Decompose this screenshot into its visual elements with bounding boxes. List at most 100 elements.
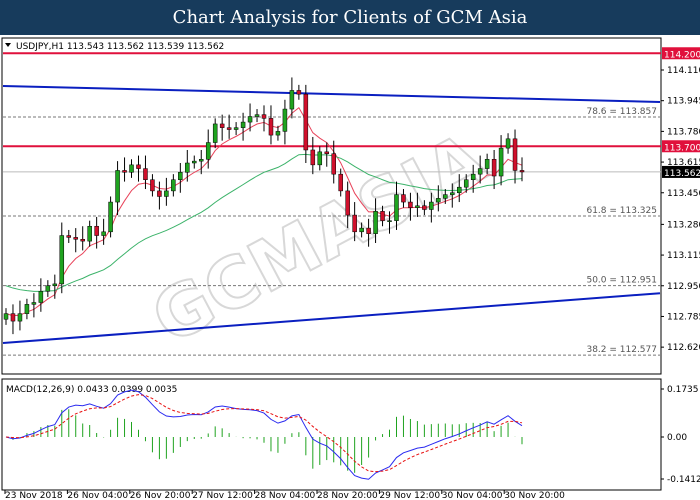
x-tick-label: 29 Nov 12:00 xyxy=(379,491,440,500)
x-tick-label: 28 Nov 04:00 xyxy=(255,491,316,500)
candle xyxy=(303,93,309,151)
macd-y-tick-label: -0.1412 xyxy=(667,475,700,485)
macd-plot-frame xyxy=(1,378,662,491)
candle xyxy=(3,313,9,320)
fib-level-label: 78.6 = 113.857 xyxy=(586,107,657,117)
candle xyxy=(73,237,78,240)
candle xyxy=(31,302,37,305)
candle xyxy=(129,164,134,173)
candle xyxy=(115,170,120,203)
candle xyxy=(436,198,441,203)
candle xyxy=(150,179,155,192)
candle xyxy=(66,235,72,238)
candle xyxy=(450,192,455,195)
candle xyxy=(317,151,323,166)
macd-y-tick-label: 0.1735 xyxy=(667,385,699,395)
level-price-label: 113.700 xyxy=(664,143,700,153)
y-tick-label: 113.615 xyxy=(667,158,700,168)
y-tick-label: 113.780 xyxy=(667,127,700,137)
channel-upper-line xyxy=(2,84,661,103)
candle xyxy=(394,194,399,221)
level-price-box xyxy=(662,47,700,60)
candle xyxy=(198,159,204,162)
candle xyxy=(331,153,336,175)
macd-line xyxy=(5,389,523,480)
x-tick-label: 30 Nov 04:00 xyxy=(442,491,503,500)
candle xyxy=(171,179,176,192)
x-tick-label: 30 Nov 20:00 xyxy=(504,491,565,500)
y-tick-label: 114.110 xyxy=(667,66,700,76)
collapse-triangle-icon[interactable] xyxy=(5,43,11,47)
y-tick-label: 113.115 xyxy=(667,251,700,261)
candle xyxy=(505,138,511,149)
macd-signal-line xyxy=(5,394,523,473)
level-price-label: 113.562 xyxy=(664,169,700,179)
main-plot-frame xyxy=(1,37,662,375)
candle xyxy=(470,173,476,180)
candle xyxy=(219,123,225,128)
candle xyxy=(415,205,420,208)
candle xyxy=(380,211,385,221)
candle xyxy=(185,162,190,173)
candle xyxy=(408,201,413,208)
candle xyxy=(491,159,497,177)
candle xyxy=(296,90,302,95)
level-price-box xyxy=(662,165,700,178)
candle xyxy=(143,168,148,180)
y-tick-label: 112.620 xyxy=(667,343,700,353)
candle xyxy=(373,211,378,234)
candle xyxy=(38,291,44,303)
candle xyxy=(59,235,65,285)
candle xyxy=(498,147,504,177)
candle xyxy=(456,186,462,194)
candle xyxy=(212,123,218,143)
candle xyxy=(268,118,274,136)
candle xyxy=(401,194,406,203)
y-tick-label: 113.945 xyxy=(667,97,700,107)
candle xyxy=(52,283,58,287)
candle xyxy=(519,170,525,173)
y-tick-label: 113.450 xyxy=(667,189,700,199)
candle xyxy=(352,214,357,233)
x-tick-label: 26 Nov 20:00 xyxy=(130,491,191,500)
candle xyxy=(192,160,197,164)
candle xyxy=(80,239,85,242)
candle xyxy=(10,313,16,322)
candle xyxy=(17,313,23,322)
candle xyxy=(463,179,469,188)
candle xyxy=(275,131,281,136)
fib-level-label: 61.8 = 113.325 xyxy=(586,206,657,216)
fib-level-label: 38.2 = 112.577 xyxy=(586,345,657,355)
candle xyxy=(101,231,106,236)
level-price-box xyxy=(662,140,700,153)
moving-average-slow xyxy=(5,153,523,292)
candle xyxy=(282,108,288,132)
candle xyxy=(233,127,239,130)
candle xyxy=(261,114,267,119)
candle xyxy=(477,168,483,175)
candle xyxy=(247,116,253,123)
x-tick-label: 23 Nov 2018 xyxy=(5,491,63,500)
y-tick-label: 113.280 xyxy=(667,220,700,230)
y-tick-label: 112.950 xyxy=(667,282,700,292)
candle xyxy=(157,190,162,197)
candle xyxy=(422,205,427,210)
level-price-label: 114.200 xyxy=(664,50,700,60)
page-title: Chart Analysis for Clients of GCM Asia xyxy=(0,0,700,35)
candle xyxy=(24,304,30,314)
candle xyxy=(387,220,392,222)
candle xyxy=(310,149,316,166)
candle xyxy=(205,142,211,160)
candle xyxy=(45,285,51,292)
candle xyxy=(359,227,364,233)
symbol-info: USDJPY,H1 113.543 113.562 113.539 113.56… xyxy=(16,42,224,52)
candle xyxy=(338,173,343,192)
candle xyxy=(136,164,141,169)
x-tick-label: 26 Nov 04:00 xyxy=(67,491,128,500)
x-tick-label: 27 Nov 12:00 xyxy=(192,491,253,500)
candle xyxy=(324,151,330,154)
candle xyxy=(484,159,490,169)
candle xyxy=(122,170,127,173)
macd-label: MACD(12,26,9) 0.0433 0.0399 0.0035 xyxy=(6,385,177,395)
